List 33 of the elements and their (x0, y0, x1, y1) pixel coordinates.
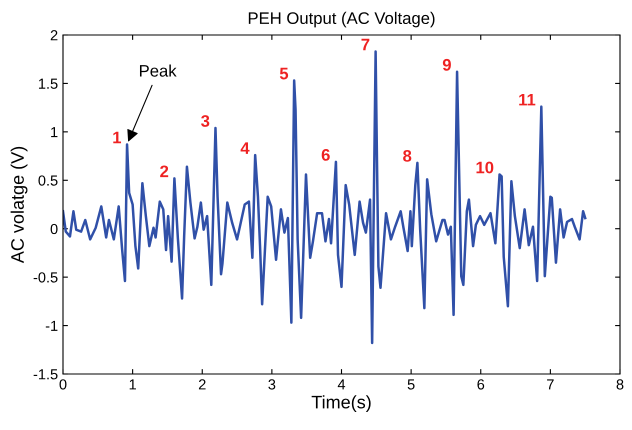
y-tick-label: -0.5 (34, 272, 58, 283)
annotation: 5 (280, 68, 288, 80)
annotation: 7 (362, 38, 370, 50)
x-tick-label: 4 (338, 379, 346, 390)
annotation: 9 (442, 58, 451, 71)
annotation: Peak (140, 64, 177, 77)
x-axis-title: Time(s) (312, 395, 371, 412)
y-tick-label: 2 (50, 30, 58, 40)
y-tick-label: -1.5 (34, 369, 58, 380)
y-axis-title: AC volatge (V) (10, 146, 28, 264)
annotation: 4 (240, 142, 250, 154)
y-tick-label: 1.5 (38, 78, 58, 89)
y-tick-label: -1 (46, 320, 58, 331)
x-tick-label: 3 (268, 379, 276, 390)
y-tick-label: 0 (50, 224, 58, 234)
x-tick-label: 5 (408, 379, 415, 390)
x-tick-label: 7 (547, 379, 554, 390)
chart-title: PEH Output (AC Voltage) (248, 12, 434, 28)
y-tick-label: 1 (51, 127, 58, 138)
annotation: 3 (201, 115, 210, 127)
annotation: 11 (519, 94, 536, 106)
annotation: 6 (322, 149, 330, 161)
annotation: 1 (113, 132, 122, 144)
y-tick-label: 0.5 (38, 175, 58, 186)
line-series (63, 50, 586, 344)
annotation: 8 (403, 150, 412, 162)
annotation: 2 (160, 165, 168, 178)
annotation: 10 (476, 162, 494, 174)
x-tick-label: 8 (616, 379, 624, 390)
x-tick-label: 2 (198, 379, 206, 390)
x-tick-label: 0 (60, 379, 66, 390)
x-tick-label: 6 (477, 379, 484, 390)
x-tick-label: 1 (130, 379, 136, 390)
